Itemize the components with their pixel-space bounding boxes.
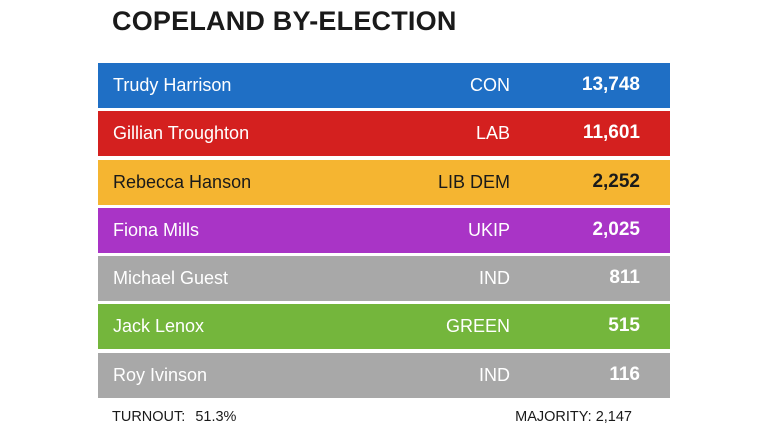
turnout-stat: TURNOUT: 51.3% [112, 409, 236, 425]
result-row-4: Fiona Mills UKIP 2,025 [98, 207, 670, 253]
candidate-name: Gillian Troughton [113, 123, 250, 144]
party-label: IND [479, 268, 510, 289]
corner-shade [642, 111, 670, 156]
majority-label: MAJORITY: [515, 409, 592, 425]
party-label: LAB [475, 123, 510, 144]
result-row-2: Gillian Troughton LAB 11,601 [98, 111, 670, 157]
graphic-title: COPELAND BY-ELECTION [112, 6, 457, 36]
party-label: LIB DEM [437, 171, 510, 192]
turnout-label: TURNOUT: [112, 409, 186, 425]
vote-count: 515 [608, 315, 640, 337]
vote-count: 2,025 [592, 218, 640, 240]
candidate-name: Roy Ivinson [113, 364, 208, 385]
vote-count: 2,252 [592, 170, 640, 192]
turnout-value: 51.3% [195, 409, 237, 425]
corner-shade [642, 256, 670, 301]
vote-count: 116 [609, 363, 640, 385]
candidate-name: Fiona Mills [113, 219, 200, 240]
corner-shade [642, 304, 670, 349]
results-footer: TURNOUT: 51.3% MAJORITY: 2,147 [98, 402, 670, 432]
majority-value: 2,147 [595, 409, 632, 425]
candidate-name: Trudy Harrison [113, 75, 232, 95]
result-row-6: Jack Lenox GREEN 515 [98, 304, 670, 350]
results-table: Trudy Harrison CON 13,748 Gillian Trough… [98, 63, 670, 401]
party-label: CON [470, 75, 510, 95]
party-label: GREEN [445, 316, 510, 337]
vote-count: 811 [609, 267, 640, 289]
result-row-1: Trudy Harrison CON 13,748 [98, 63, 670, 108]
results-graphic: COPELAND BY-ELECTION Trudy Harrison CON … [98, 0, 670, 432]
corner-shade [642, 63, 670, 108]
result-row-5: Michael Guest IND 811 [98, 256, 670, 302]
vote-count: 13,748 [581, 74, 640, 95]
corner-shade [642, 160, 670, 205]
party-label: IND [479, 364, 510, 385]
corner-shade [642, 353, 670, 398]
party-label: UKIP [467, 219, 510, 240]
candidate-name: Jack Lenox [113, 316, 205, 337]
candidate-name: Rebecca Hanson [113, 171, 252, 192]
vote-count: 11,601 [582, 122, 640, 144]
majority-stat: MAJORITY: 2,147 [515, 409, 632, 425]
corner-shade [642, 208, 670, 253]
candidate-name: Michael Guest [113, 268, 229, 289]
result-row-3: Rebecca Hanson LIB DEM 2,252 [98, 159, 670, 205]
result-row-7: Roy Ivinson IND 116 [98, 352, 670, 398]
